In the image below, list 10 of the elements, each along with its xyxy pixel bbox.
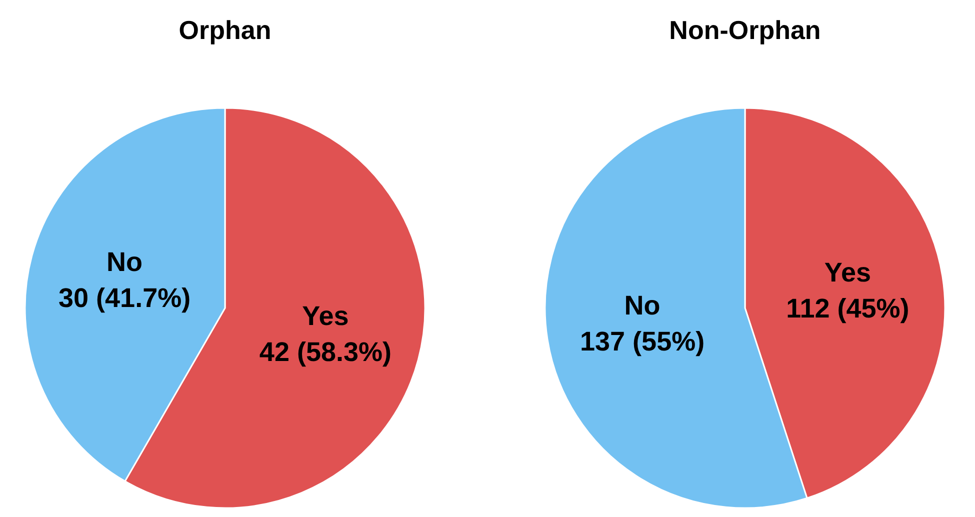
- data-label: 42 (58.3%): [259, 336, 392, 367]
- slice-label: No: [624, 290, 660, 320]
- slice-label: No: [106, 247, 143, 278]
- chart-title: Non-Orphan: [669, 15, 821, 45]
- chart-title: Orphan: [178, 15, 272, 45]
- data-label: 137 (55%): [580, 326, 705, 356]
- data-label: 30 (41.7%): [58, 283, 191, 314]
- slice-label: Yes: [824, 258, 871, 288]
- slice-label: Yes: [302, 300, 349, 331]
- data-label: 112 (45%): [786, 294, 910, 324]
